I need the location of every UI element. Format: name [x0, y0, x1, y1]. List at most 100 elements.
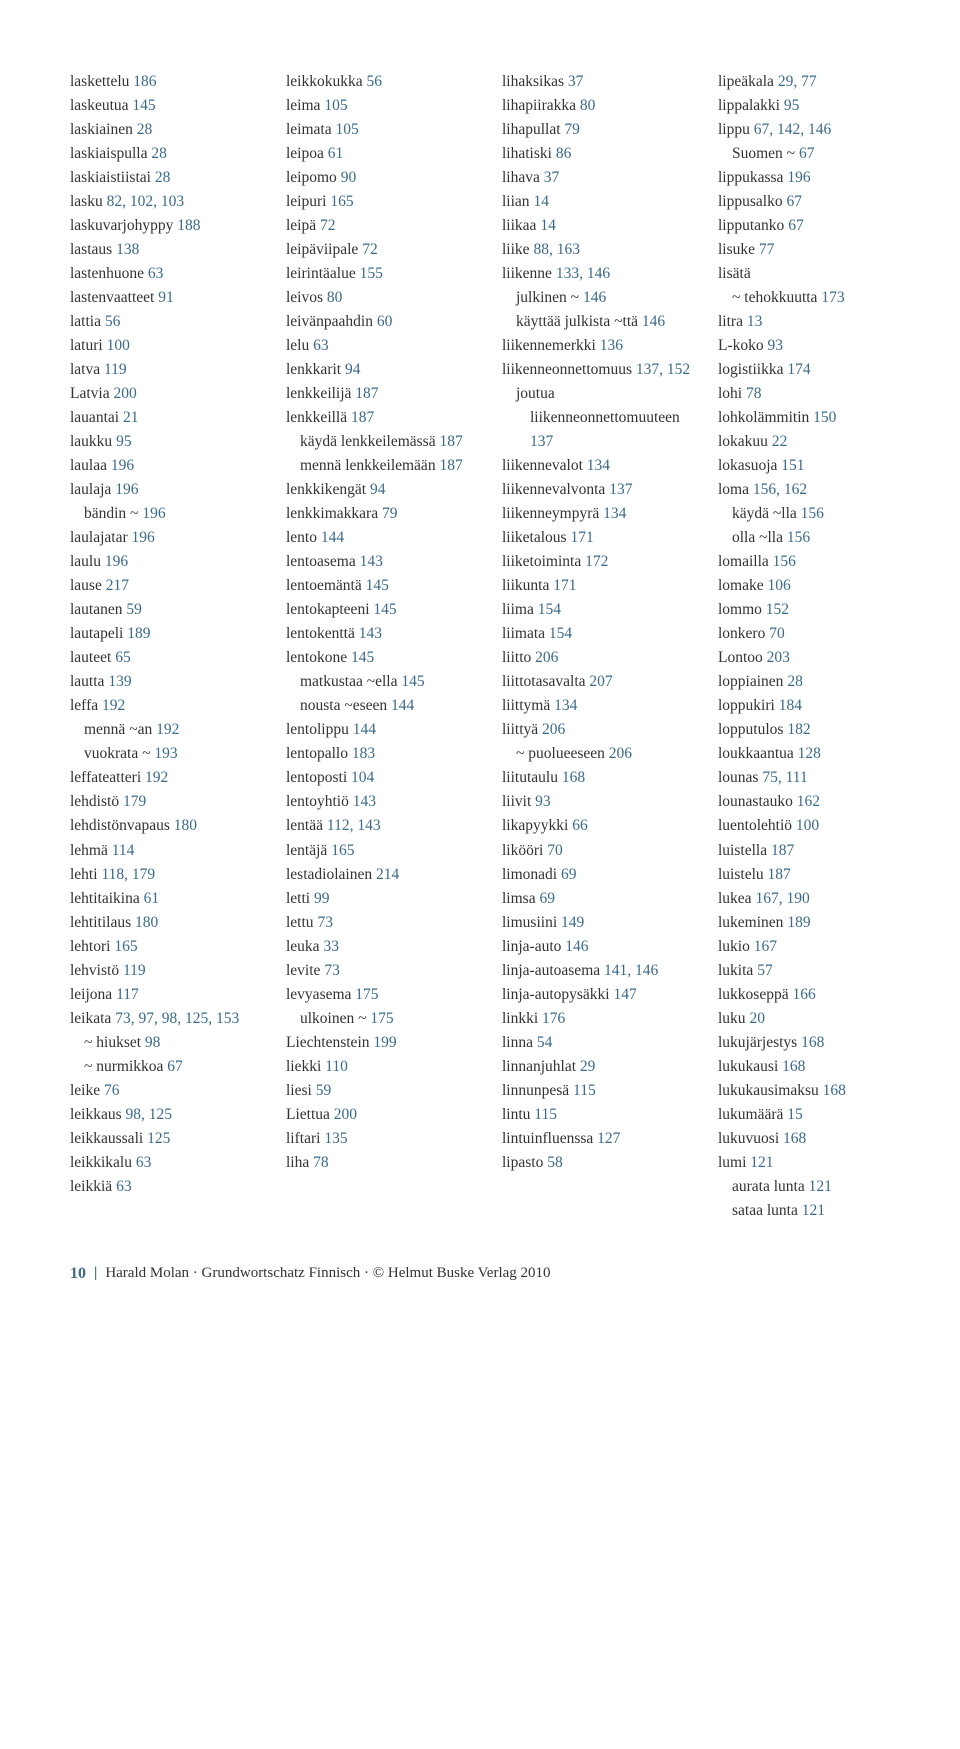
index-pages: 100	[796, 817, 819, 834]
index-pages: 183	[352, 745, 375, 762]
index-pages: 165	[330, 193, 353, 210]
index-pages: 182	[787, 721, 810, 738]
index-entry: lehdistö 179	[70, 790, 262, 814]
index-pages: 70	[769, 625, 785, 642]
index-entry: lounastauko 162	[718, 790, 910, 814]
index-pages: 105	[324, 97, 347, 114]
index-pages: 144	[321, 529, 344, 546]
index-entry: Lontoo 203	[718, 646, 910, 670]
index-word: lauantai	[70, 409, 119, 426]
index-word: liikennevalvonta	[502, 481, 605, 498]
index-pages: 134	[603, 505, 626, 522]
index-pages: 147	[614, 986, 637, 1003]
index-word: lentokone	[286, 649, 347, 666]
index-entry: linja-autoasema 141, 146	[502, 959, 694, 983]
index-pages: 76	[104, 1082, 120, 1099]
index-entry: lauteet 65	[70, 646, 262, 670]
index-word: liitutaulu	[502, 769, 558, 786]
index-pages: 171	[553, 577, 576, 594]
index-entry: lestadiolainen 214	[286, 863, 478, 887]
index-entry: lokakuu 22	[718, 430, 910, 454]
index-entry: lehvistö 119	[70, 959, 262, 983]
index-column: lipeäkala 29, 77lippalakki 95lippu 67, 1…	[718, 70, 910, 1223]
index-word: liivit	[502, 793, 531, 810]
index-entry: lenkkeilijä 187	[286, 382, 478, 406]
index-word: bändin ~	[84, 505, 138, 522]
index-entry: Liettua 200	[286, 1103, 478, 1127]
index-pages: 118, 179	[101, 866, 155, 883]
index-word: Lontoo	[718, 649, 763, 666]
index-pages: 117	[116, 986, 139, 1003]
index-pages: 98, 125	[126, 1106, 173, 1123]
index-entry: lukeminen 189	[718, 911, 910, 935]
index-pages: 37	[544, 169, 560, 186]
index-word: lenkkimakkara	[286, 505, 378, 522]
index-pages: 67, 142, 146	[754, 121, 832, 138]
index-word: lenkkeillä	[286, 409, 347, 426]
index-entry: likööri 70	[502, 839, 694, 863]
index-pages: 72	[362, 241, 378, 258]
index-pages: 67	[167, 1058, 183, 1075]
index-entry: linnunpesä 115	[502, 1079, 694, 1103]
index-pages: 156	[773, 553, 796, 570]
index-word: liikenneonnettomuus	[502, 361, 632, 378]
index-pages: 165	[331, 842, 354, 859]
index-word: laskeutua	[70, 97, 129, 114]
index-entry: loppiainen 28	[718, 670, 910, 694]
index-pages: 54	[537, 1034, 553, 1051]
index-pages: 166	[792, 986, 815, 1003]
index-pages: 104	[351, 769, 374, 786]
index-pages: 175	[355, 986, 378, 1003]
index-pages: 67	[799, 145, 815, 162]
index-pages: 20	[749, 1010, 765, 1027]
index-word: liikunta	[502, 577, 549, 594]
index-word: lentoasema	[286, 553, 356, 570]
index-word: lounastauko	[718, 793, 793, 810]
index-pages: 93	[768, 337, 784, 354]
index-word: lentopallo	[286, 745, 348, 762]
index-entry: lippalakki 95	[718, 94, 910, 118]
index-word: lenkkeilijä	[286, 385, 351, 402]
index-word: liimata	[502, 625, 545, 642]
index-word: lippalakki	[718, 97, 780, 114]
index-word: lokasuoja	[718, 457, 777, 474]
index-pages: 187	[771, 842, 794, 859]
index-entry: linja-auto 146	[502, 935, 694, 959]
index-pages: 146	[565, 938, 588, 955]
index-word: liikaa	[502, 217, 536, 234]
index-pages: 192	[156, 721, 179, 738]
index-word: liittyä	[502, 721, 538, 738]
index-entry: liike 88, 163	[502, 238, 694, 262]
index-pages: 29, 77	[778, 73, 817, 90]
index-entry: lipasto 58	[502, 1151, 694, 1175]
index-entry: loukkaantua 128	[718, 742, 910, 766]
index-entry: liha 78	[286, 1151, 478, 1175]
index-word: Suomen ~	[732, 145, 795, 162]
index-word: lihaksikas	[502, 73, 564, 90]
index-entry: lelu 63	[286, 334, 478, 358]
index-pages: 165	[114, 938, 137, 955]
index-entry: lohi 78	[718, 382, 910, 406]
index-entry: liima 154	[502, 598, 694, 622]
index-entry: laulaa 196	[70, 454, 262, 478]
index-word: lohi	[718, 385, 742, 402]
index-word: laskiaispulla	[70, 145, 148, 162]
index-word: luku	[718, 1010, 746, 1027]
index-word: limsa	[502, 890, 536, 907]
index-entry: ulkoinen ~ 175	[286, 1007, 478, 1031]
index-entry: lisuke 77	[718, 238, 910, 262]
index-pages: 14	[540, 217, 556, 234]
index-word: liftari	[286, 1130, 320, 1147]
index-entry: lentokapteeni 145	[286, 598, 478, 622]
index-entry: liittyä 206	[502, 718, 694, 742]
index-entry: sataa lunta 121	[718, 1199, 910, 1223]
index-entry: leipä 72	[286, 214, 478, 238]
index-word: liha	[286, 1154, 309, 1171]
index-word: lukita	[718, 962, 753, 979]
index-pages: 145	[351, 649, 374, 666]
index-entry: Liechtenstein 199	[286, 1031, 478, 1055]
index-entry: leikkaussali 125	[70, 1127, 262, 1151]
index-pages: 176	[542, 1010, 565, 1027]
index-pages: 88, 163	[533, 241, 580, 258]
index-word: lehtori	[70, 938, 110, 955]
